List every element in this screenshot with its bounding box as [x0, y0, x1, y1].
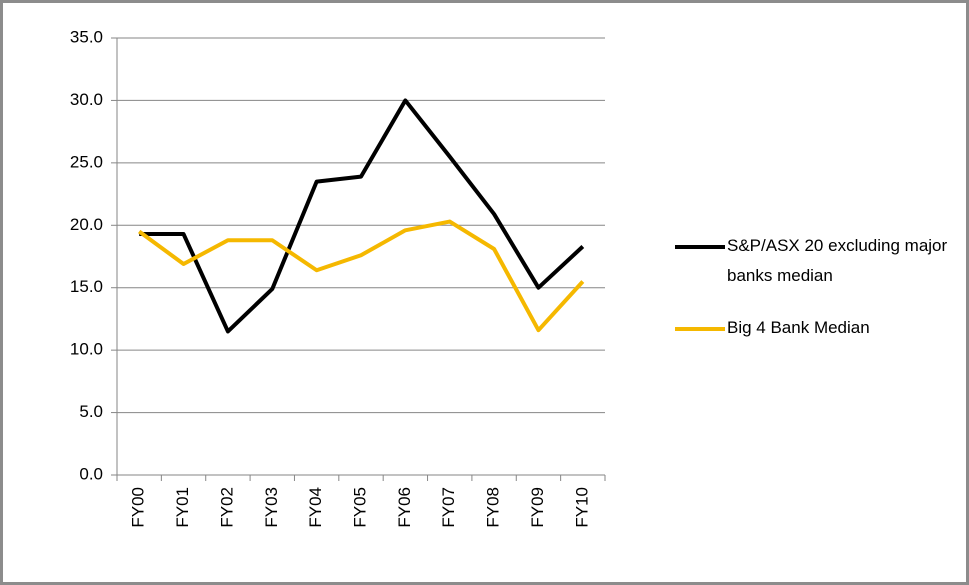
y-tick-label: 5.0	[79, 402, 103, 421]
x-tick-label: FY09	[528, 487, 547, 528]
x-tick-label: FY07	[439, 487, 458, 528]
y-tick-label: 15.0	[70, 277, 103, 296]
y-tick-label: 10.0	[70, 340, 103, 359]
x-tick-label: FY01	[173, 487, 192, 528]
x-tick-label: FY02	[217, 487, 236, 528]
legend-label: S&P/ASX 20 excluding major banks median	[727, 236, 948, 285]
y-tick-label: 25.0	[70, 152, 103, 171]
x-tick-label: FY05	[350, 487, 369, 528]
x-tick-label: FY10	[572, 487, 591, 528]
y-tick-label: 35.0	[70, 27, 103, 46]
series-line	[139, 98, 585, 334]
x-tick-label: FY06	[395, 487, 414, 528]
x-tick-label: FY03	[262, 487, 281, 528]
x-tick-label: FY04	[306, 487, 325, 528]
legend-label: Big 4 Bank Median	[727, 318, 870, 337]
y-tick-label: 0.0	[79, 464, 103, 483]
x-tick-label: FY08	[484, 487, 503, 528]
y-tick-label: 30.0	[70, 90, 103, 109]
x-tick-label: FY00	[129, 487, 148, 528]
chart: 0.0 5.0 10.0 15.0 20.0 25.0 30.0 35.0 FY00 FY01 FY…	[70, 27, 725, 528]
y-tick-label: 20.0	[70, 215, 103, 234]
series-line	[138, 219, 585, 333]
